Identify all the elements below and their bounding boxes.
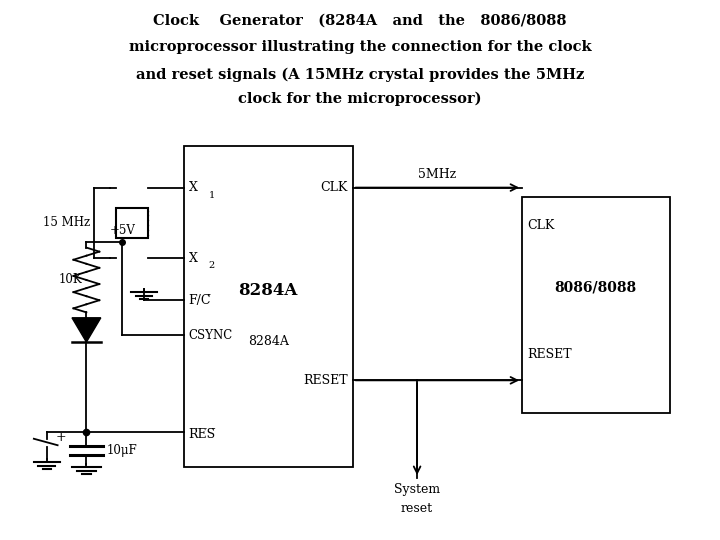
Text: CLK: CLK: [527, 219, 554, 232]
Text: 5MHz: 5MHz: [418, 167, 456, 180]
Text: R̅E̅S̅: R̅E̅S̅: [189, 428, 216, 442]
Text: 10μF: 10μF: [107, 444, 138, 457]
Text: F/C̅: F/C̅: [189, 294, 211, 307]
Bar: [184, 146, 353, 467]
Text: 8086/8088: 8086/8088: [554, 281, 637, 295]
Text: +5V: +5V: [109, 224, 135, 237]
Text: RESET: RESET: [527, 348, 572, 361]
Text: X: X: [189, 181, 197, 194]
Text: reset: reset: [401, 502, 433, 515]
Text: Clock    Generator   (8284A   and   the   8086/8088: Clock Generator (8284A and the 8086/8088: [153, 14, 567, 28]
Text: 15 MHz: 15 MHz: [43, 217, 91, 230]
Bar: [115, 208, 148, 238]
Text: 8284A: 8284A: [248, 335, 289, 348]
Bar: [522, 197, 670, 413]
Text: clock for the microprocessor): clock for the microprocessor): [238, 92, 482, 106]
Text: 1: 1: [209, 191, 215, 200]
Text: CLK: CLK: [320, 181, 348, 194]
Polygon shape: [72, 318, 101, 342]
Text: 8284A: 8284A: [238, 282, 298, 299]
Text: X: X: [189, 252, 197, 265]
Text: and reset signals (A 15MHz crystal provides the 5MHz: and reset signals (A 15MHz crystal provi…: [136, 68, 584, 82]
Text: System: System: [394, 483, 440, 496]
Text: 10K: 10K: [59, 273, 83, 287]
Text: 2: 2: [209, 261, 215, 271]
Text: +: +: [55, 431, 66, 444]
Text: microprocessor illustrating the connection for the clock: microprocessor illustrating the connecti…: [129, 40, 591, 55]
Text: CSYNC: CSYNC: [189, 329, 233, 342]
Text: RESET: RESET: [303, 374, 348, 387]
